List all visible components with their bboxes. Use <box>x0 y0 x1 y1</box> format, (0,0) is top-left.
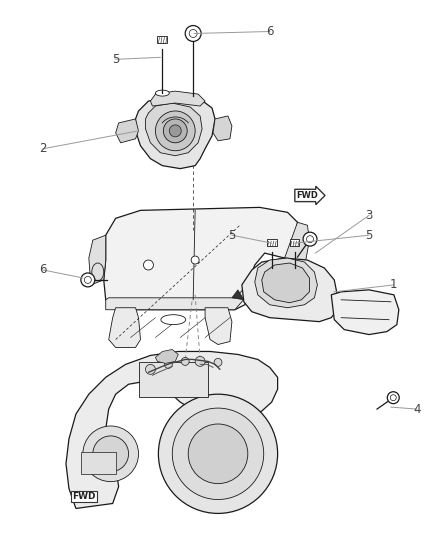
Circle shape <box>163 119 187 143</box>
Circle shape <box>195 357 205 366</box>
Circle shape <box>144 260 153 270</box>
Circle shape <box>303 232 317 246</box>
Circle shape <box>83 426 138 482</box>
Text: 6: 6 <box>39 263 47 277</box>
Text: 4: 4 <box>413 402 420 416</box>
Bar <box>267 239 277 246</box>
Circle shape <box>181 358 189 365</box>
Circle shape <box>188 424 248 483</box>
Circle shape <box>214 358 222 366</box>
Polygon shape <box>242 258 337 321</box>
Ellipse shape <box>161 314 186 325</box>
Circle shape <box>159 394 278 513</box>
Circle shape <box>93 436 129 472</box>
Polygon shape <box>106 285 248 310</box>
Ellipse shape <box>155 90 170 96</box>
Polygon shape <box>213 116 232 141</box>
Text: FWD: FWD <box>297 191 318 200</box>
Ellipse shape <box>92 263 104 281</box>
Polygon shape <box>285 222 309 268</box>
Circle shape <box>170 125 181 137</box>
Bar <box>138 362 208 397</box>
Polygon shape <box>104 207 297 310</box>
Polygon shape <box>135 96 215 168</box>
Text: 2: 2 <box>39 142 47 155</box>
Text: 5: 5 <box>228 229 236 241</box>
Circle shape <box>172 408 264 499</box>
Text: 5: 5 <box>365 229 373 241</box>
Polygon shape <box>155 350 178 364</box>
Text: 6: 6 <box>266 25 273 38</box>
Bar <box>157 36 167 43</box>
Polygon shape <box>145 103 202 156</box>
Polygon shape <box>255 258 318 308</box>
Polygon shape <box>205 308 232 344</box>
Circle shape <box>155 111 195 151</box>
Bar <box>290 239 300 246</box>
Circle shape <box>185 26 201 42</box>
Bar <box>81 452 116 474</box>
Text: 3: 3 <box>365 209 373 222</box>
Polygon shape <box>232 290 244 300</box>
Polygon shape <box>116 119 138 143</box>
Text: FWD: FWD <box>72 492 95 501</box>
Circle shape <box>81 273 95 287</box>
Circle shape <box>191 256 199 264</box>
Polygon shape <box>66 351 278 508</box>
Circle shape <box>387 392 399 403</box>
Polygon shape <box>262 263 309 303</box>
Polygon shape <box>109 308 141 348</box>
Circle shape <box>145 365 155 374</box>
Text: 1: 1 <box>390 278 398 292</box>
Polygon shape <box>89 235 106 285</box>
Circle shape <box>164 360 172 368</box>
Text: 5: 5 <box>112 53 119 66</box>
Polygon shape <box>150 91 205 106</box>
Polygon shape <box>331 290 399 335</box>
